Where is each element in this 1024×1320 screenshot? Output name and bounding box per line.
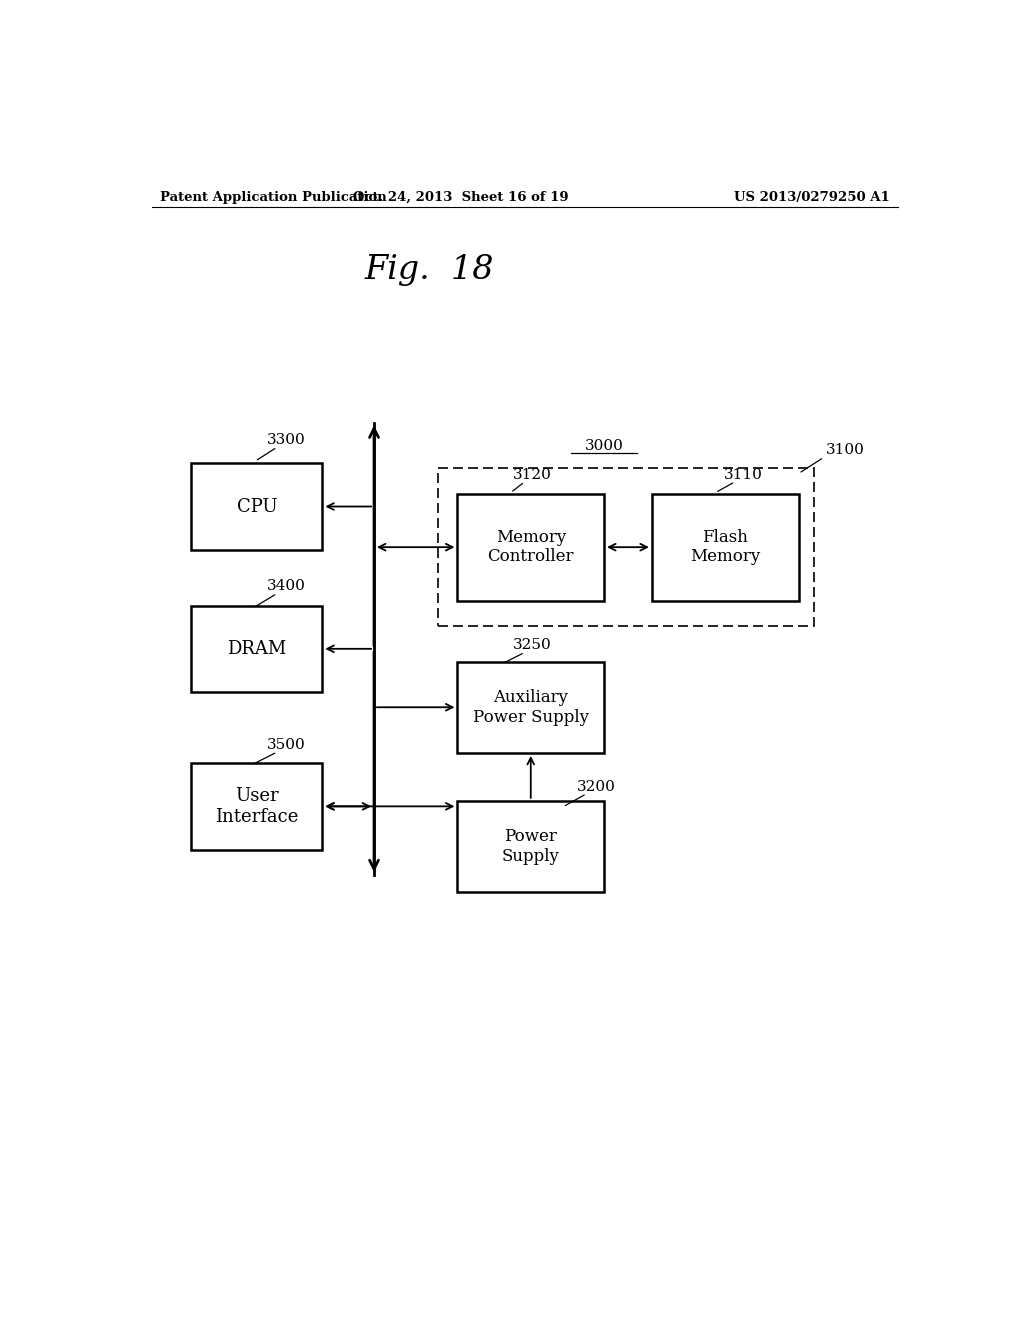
Text: Fig.  18: Fig. 18	[365, 255, 495, 286]
Bar	[458, 661, 604, 752]
Text: Power
Supply: Power Supply	[502, 828, 560, 865]
Text: 3200: 3200	[577, 780, 615, 793]
Text: 3400: 3400	[267, 579, 306, 594]
Bar	[191, 463, 323, 549]
Text: 3000: 3000	[585, 440, 624, 453]
Text: Auxiliary
Power Supply: Auxiliary Power Supply	[473, 689, 589, 726]
Text: Oct. 24, 2013  Sheet 16 of 19: Oct. 24, 2013 Sheet 16 of 19	[353, 190, 569, 203]
Text: 3500: 3500	[267, 738, 306, 752]
Text: CPU: CPU	[237, 498, 278, 516]
Text: Flash
Memory: Flash Memory	[690, 529, 760, 565]
Bar	[458, 494, 604, 601]
Bar	[191, 606, 323, 692]
Text: Memory
Controller: Memory Controller	[487, 529, 574, 565]
Text: User
Interface: User Interface	[215, 787, 299, 826]
Text: 3300: 3300	[267, 433, 306, 447]
Bar	[652, 494, 799, 601]
Text: 3120: 3120	[513, 467, 552, 482]
Text: Patent Application Publication: Patent Application Publication	[160, 190, 386, 203]
Text: 3100: 3100	[826, 444, 865, 457]
Bar	[191, 763, 323, 850]
Text: US 2013/0279250 A1: US 2013/0279250 A1	[734, 190, 890, 203]
Text: DRAM: DRAM	[227, 640, 287, 657]
Bar	[458, 801, 604, 892]
Bar	[437, 469, 814, 626]
Text: 3110: 3110	[724, 467, 763, 482]
Text: 3250: 3250	[513, 639, 552, 652]
